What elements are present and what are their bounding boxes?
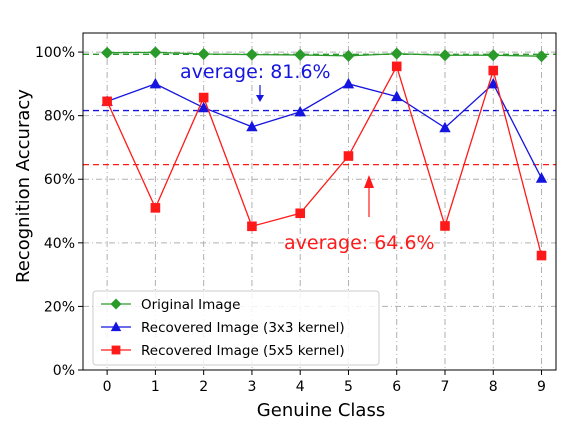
data-point-triangle — [149, 77, 162, 89]
legend-item: Recovered Image (5x5 kernel) — [101, 343, 345, 359]
plot-frame — [82, 32, 557, 371]
data-point-diamond — [101, 46, 114, 59]
data-point-square — [343, 151, 354, 161]
x-tick-label: 5 — [344, 379, 353, 395]
annotation-arrowhead-red — [364, 175, 374, 188]
data-point-square — [102, 96, 112, 107]
series-line — [106, 82, 543, 179]
legend: Original Image Recovered Image (3x3 kerne… — [92, 290, 380, 366]
series-group — [101, 46, 548, 63]
annotation-arrowhead-blue — [256, 95, 264, 102]
data-series — [101, 46, 548, 261]
legend-box — [92, 290, 380, 366]
y-axis-label: Recognition Accuracy — [13, 89, 34, 283]
data-point-triangle — [342, 77, 355, 89]
legend-label: Original Image — [141, 297, 240, 313]
data-point-diamond — [535, 50, 548, 63]
x-axis-label: Genuine Class — [257, 400, 385, 421]
x-tick-label: 9 — [537, 379, 546, 395]
series-line — [106, 64, 543, 256]
x-tick-label: 7 — [441, 379, 450, 395]
legend-item: Original Image — [101, 297, 240, 313]
data-point-square — [391, 61, 402, 72]
data-point-diamond — [149, 46, 162, 59]
average-lines — [83, 53, 556, 166]
data-point-square — [198, 92, 209, 103]
y-tick-label: 20% — [44, 299, 75, 315]
data-point-diamond — [342, 49, 355, 62]
annotation-blue-average: average: 81.6% — [180, 61, 331, 83]
annotations: average: 81.6% average: 64.6% — [180, 61, 435, 254]
data-point-square — [247, 221, 257, 232]
data-point-square — [488, 65, 499, 76]
y-tick-label: 60% — [44, 172, 75, 188]
data-point-square — [440, 221, 450, 231]
series-group — [101, 77, 548, 183]
x-tick-label: 8 — [489, 379, 498, 395]
y-tick-label: 80% — [44, 109, 75, 125]
series-group — [102, 61, 547, 261]
y-tick-label: 40% — [44, 236, 75, 252]
x-tick-label: 6 — [392, 379, 401, 395]
data-point-triangle — [439, 121, 451, 133]
data-point-diamond — [438, 49, 451, 62]
data-point-triangle — [294, 105, 306, 117]
data-point-triangle — [110, 321, 122, 332]
data-point-diamond — [487, 49, 500, 62]
x-tick-label: 2 — [199, 379, 208, 395]
data-point-square — [295, 208, 305, 219]
data-point-diamond — [294, 48, 307, 61]
legend-item: Recovered Image (3x3 kernel) — [101, 320, 345, 336]
data-point-triangle — [535, 172, 548, 183]
x-tick-label: 3 — [247, 379, 256, 395]
data-point-diamond — [245, 48, 258, 61]
data-point-triangle — [391, 90, 403, 102]
x-tick-label: 4 — [296, 379, 305, 395]
data-point-triangle — [197, 101, 210, 113]
legend-label: Recovered Image (5x5 kernel) — [141, 343, 345, 359]
legend-label: Recovered Image (3x3 kernel) — [141, 320, 345, 336]
x-tick-label: 0 — [103, 379, 112, 395]
y-tick-label: 100% — [35, 45, 75, 61]
data-point-square — [536, 250, 547, 261]
data-point-diamond — [390, 47, 403, 60]
data-point-diamond — [110, 298, 122, 310]
data-point-triangle — [487, 77, 499, 89]
x-tick-label: 1 — [151, 379, 160, 395]
data-point-square — [111, 345, 121, 355]
annotation-red-average: average: 64.6% — [284, 232, 435, 254]
data-point-triangle — [246, 120, 258, 132]
series-line — [107, 51, 542, 57]
axis-ticks: 0 1 2 3 4 5 6 7 8 9 0% 20% 40% 60% 80% 100% — [35, 45, 546, 395]
y-tick-label: 0% — [53, 363, 75, 379]
data-point-square — [150, 203, 161, 213]
data-point-diamond — [197, 47, 210, 60]
